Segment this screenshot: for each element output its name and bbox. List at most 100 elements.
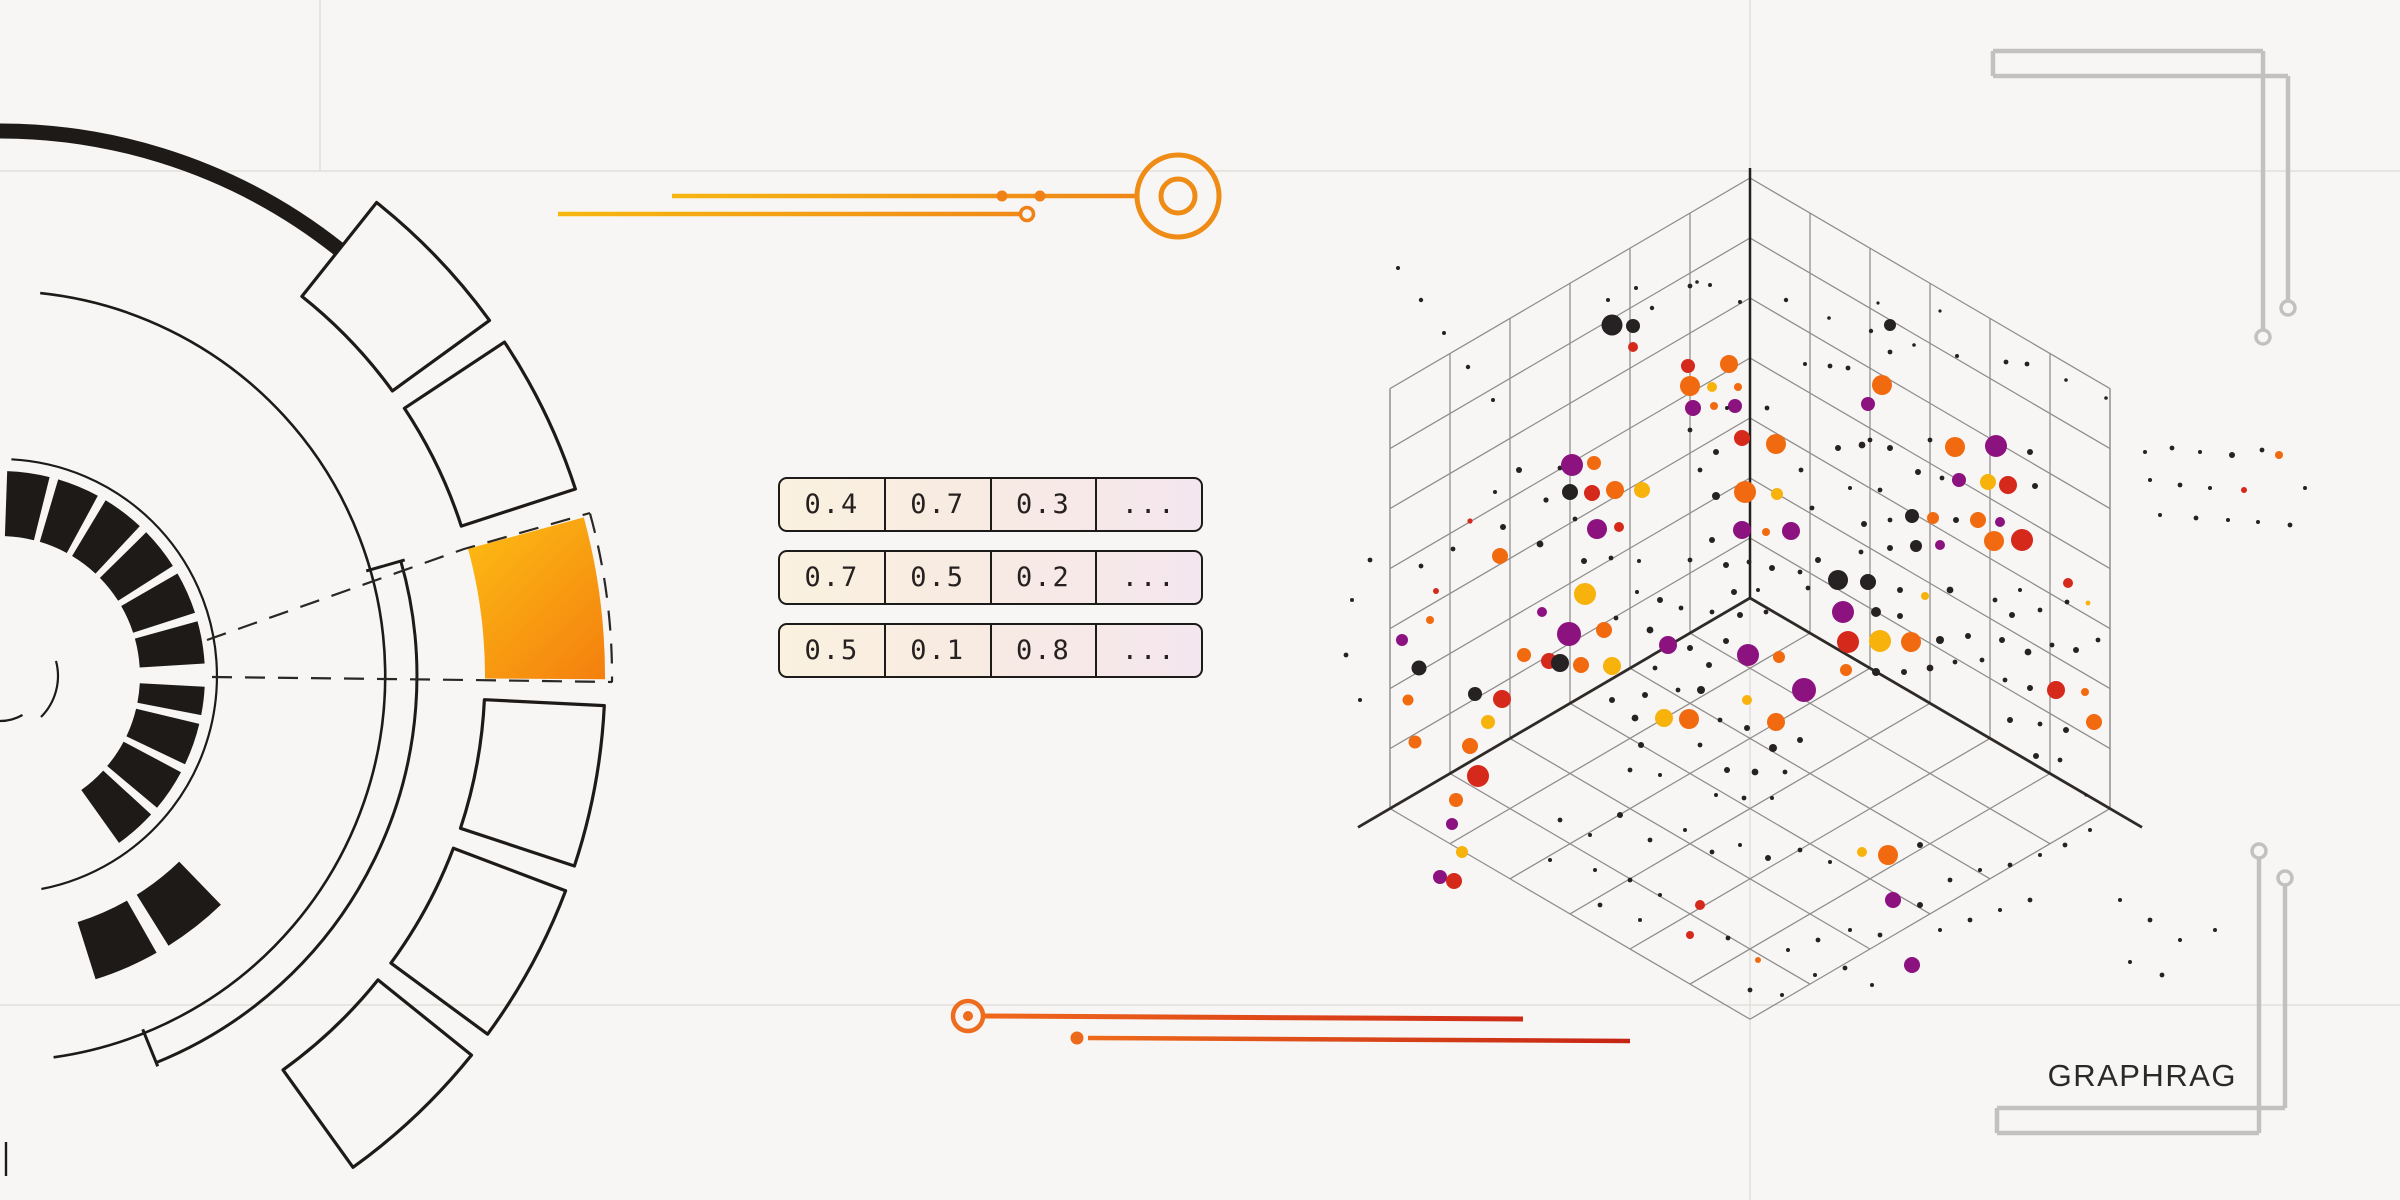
scatter-dot	[1798, 467, 1804, 473]
scatter-dot	[1828, 860, 1832, 864]
scatter-dot	[1396, 266, 1400, 270]
scatter-dot	[1848, 928, 1852, 932]
scatter-dot	[2226, 518, 2230, 522]
scatter-dot	[1601, 314, 1623, 336]
scatter-dot	[1468, 687, 1482, 701]
scatter-dot	[1970, 512, 1986, 528]
scatter-dot	[1725, 406, 1729, 410]
scatter-dot	[2085, 600, 2091, 606]
scatter-dot	[2241, 487, 2247, 493]
scatter-dot	[2081, 688, 2089, 696]
scatter-dot	[1609, 697, 1615, 703]
scatter-dot	[1845, 365, 1851, 371]
scatter-dot	[1887, 445, 1893, 451]
scatter-dot	[1872, 375, 1892, 395]
scatter-dot	[2159, 972, 2165, 978]
scatter-dot	[1827, 316, 1831, 320]
scatter-dot	[1738, 300, 1742, 304]
bottom-right-bracket	[1994, 842, 2294, 1136]
arc-band-cap	[365, 558, 406, 573]
ring-segment	[39, 479, 98, 553]
scatter-dot	[1782, 522, 1800, 540]
scatter-dot	[1837, 631, 1859, 653]
scatter-dot	[1723, 562, 1729, 568]
ring-segment	[72, 500, 140, 574]
scatter-dot	[1762, 528, 1770, 536]
scatter-dot	[1999, 476, 2017, 494]
scatter-dot	[1685, 400, 1701, 416]
scatter-dot	[1792, 678, 1816, 702]
matrix-cell: ...	[1095, 625, 1201, 676]
scatter-dot	[2002, 677, 2008, 683]
scatter-dot	[1734, 383, 1742, 391]
scatter-dot	[1780, 993, 1784, 997]
scatter-dot	[1628, 342, 1638, 352]
scatter-dot	[1493, 690, 1511, 708]
scatter-dot	[1917, 902, 1923, 908]
scatter-dot	[1588, 833, 1592, 837]
outer-thick-arc	[0, 123, 344, 256]
scatter-dot	[1938, 928, 1942, 932]
scatter-dot	[1978, 868, 1982, 872]
bottom-connector-line	[984, 1013, 1524, 1022]
scatter-dot	[1481, 715, 1495, 729]
scatter-dot	[2007, 717, 2013, 723]
scatter-dot	[1638, 918, 1642, 922]
chunk-segment	[402, 340, 577, 528]
scatter-dot	[2256, 520, 2260, 524]
radial-chunk-diagram	[0, 123, 614, 1176]
scatter-dot	[1904, 957, 1920, 973]
matrix-cell: 0.5	[883, 552, 990, 603]
scatter-dot	[1350, 598, 1354, 602]
scatter-dot	[1755, 957, 1761, 963]
scatter-dot	[1857, 847, 1867, 857]
scatter-dot	[2024, 648, 2032, 656]
scatter-dot	[1697, 686, 1705, 694]
scatter-dot	[2018, 588, 2022, 592]
scatter-dot	[1465, 364, 1471, 370]
matrix-cell: 0.2	[989, 552, 1096, 603]
scatter-dot	[1647, 837, 1653, 843]
scatter-dot	[1442, 331, 1446, 335]
scatter-dot	[1548, 858, 1552, 862]
scatter-dot	[2049, 642, 2055, 648]
scatter-dot	[1678, 605, 1684, 611]
scatter-dot	[2027, 449, 2033, 455]
scatter-dot	[1596, 622, 1612, 638]
bottom-ring	[950, 998, 986, 1034]
scatter-dot	[2128, 960, 2132, 964]
dashed-callout-top	[206, 511, 591, 642]
floor-grid-line	[1689, 772, 2051, 985]
thin-arc	[11, 458, 219, 891]
scatter-dot	[1658, 893, 1662, 897]
scatter-dot	[1462, 738, 1478, 754]
scatter-dot	[1917, 842, 1923, 848]
scatter-dot	[2229, 452, 2235, 458]
matrix-row: 0.5 0.1 0.8...	[778, 623, 1203, 678]
scatter-dot	[1746, 559, 1752, 565]
scatter-dot	[1927, 437, 1933, 443]
bottom-line-dot	[1070, 1031, 1084, 1045]
scatter-dot	[1725, 935, 1731, 941]
scatter-dot	[1491, 398, 1495, 402]
scatter-dot	[1858, 441, 1866, 449]
scatter-dot	[1813, 973, 1817, 977]
scatter-dot	[1737, 644, 1759, 666]
scatter-dot	[2088, 828, 2092, 832]
scatter-dot	[2011, 529, 2033, 551]
scatter-dot	[1887, 545, 1893, 551]
matrix-cell: 0.8	[989, 625, 1096, 676]
scatter-dot	[2037, 607, 2043, 613]
scatter-dot	[1587, 519, 1607, 539]
scatter-dot	[1707, 382, 1717, 392]
ring-segment	[77, 900, 157, 980]
scatter-dot	[1939, 475, 1945, 481]
scatter-dot	[1720, 355, 1738, 373]
scatter-dot	[1869, 630, 1891, 652]
scatter-dot	[1897, 587, 1903, 593]
scatter-dot	[2143, 450, 2147, 454]
scatter-dot	[1835, 445, 1841, 451]
scatter-dot	[1446, 873, 1462, 889]
scatter-dot	[1998, 908, 2002, 912]
